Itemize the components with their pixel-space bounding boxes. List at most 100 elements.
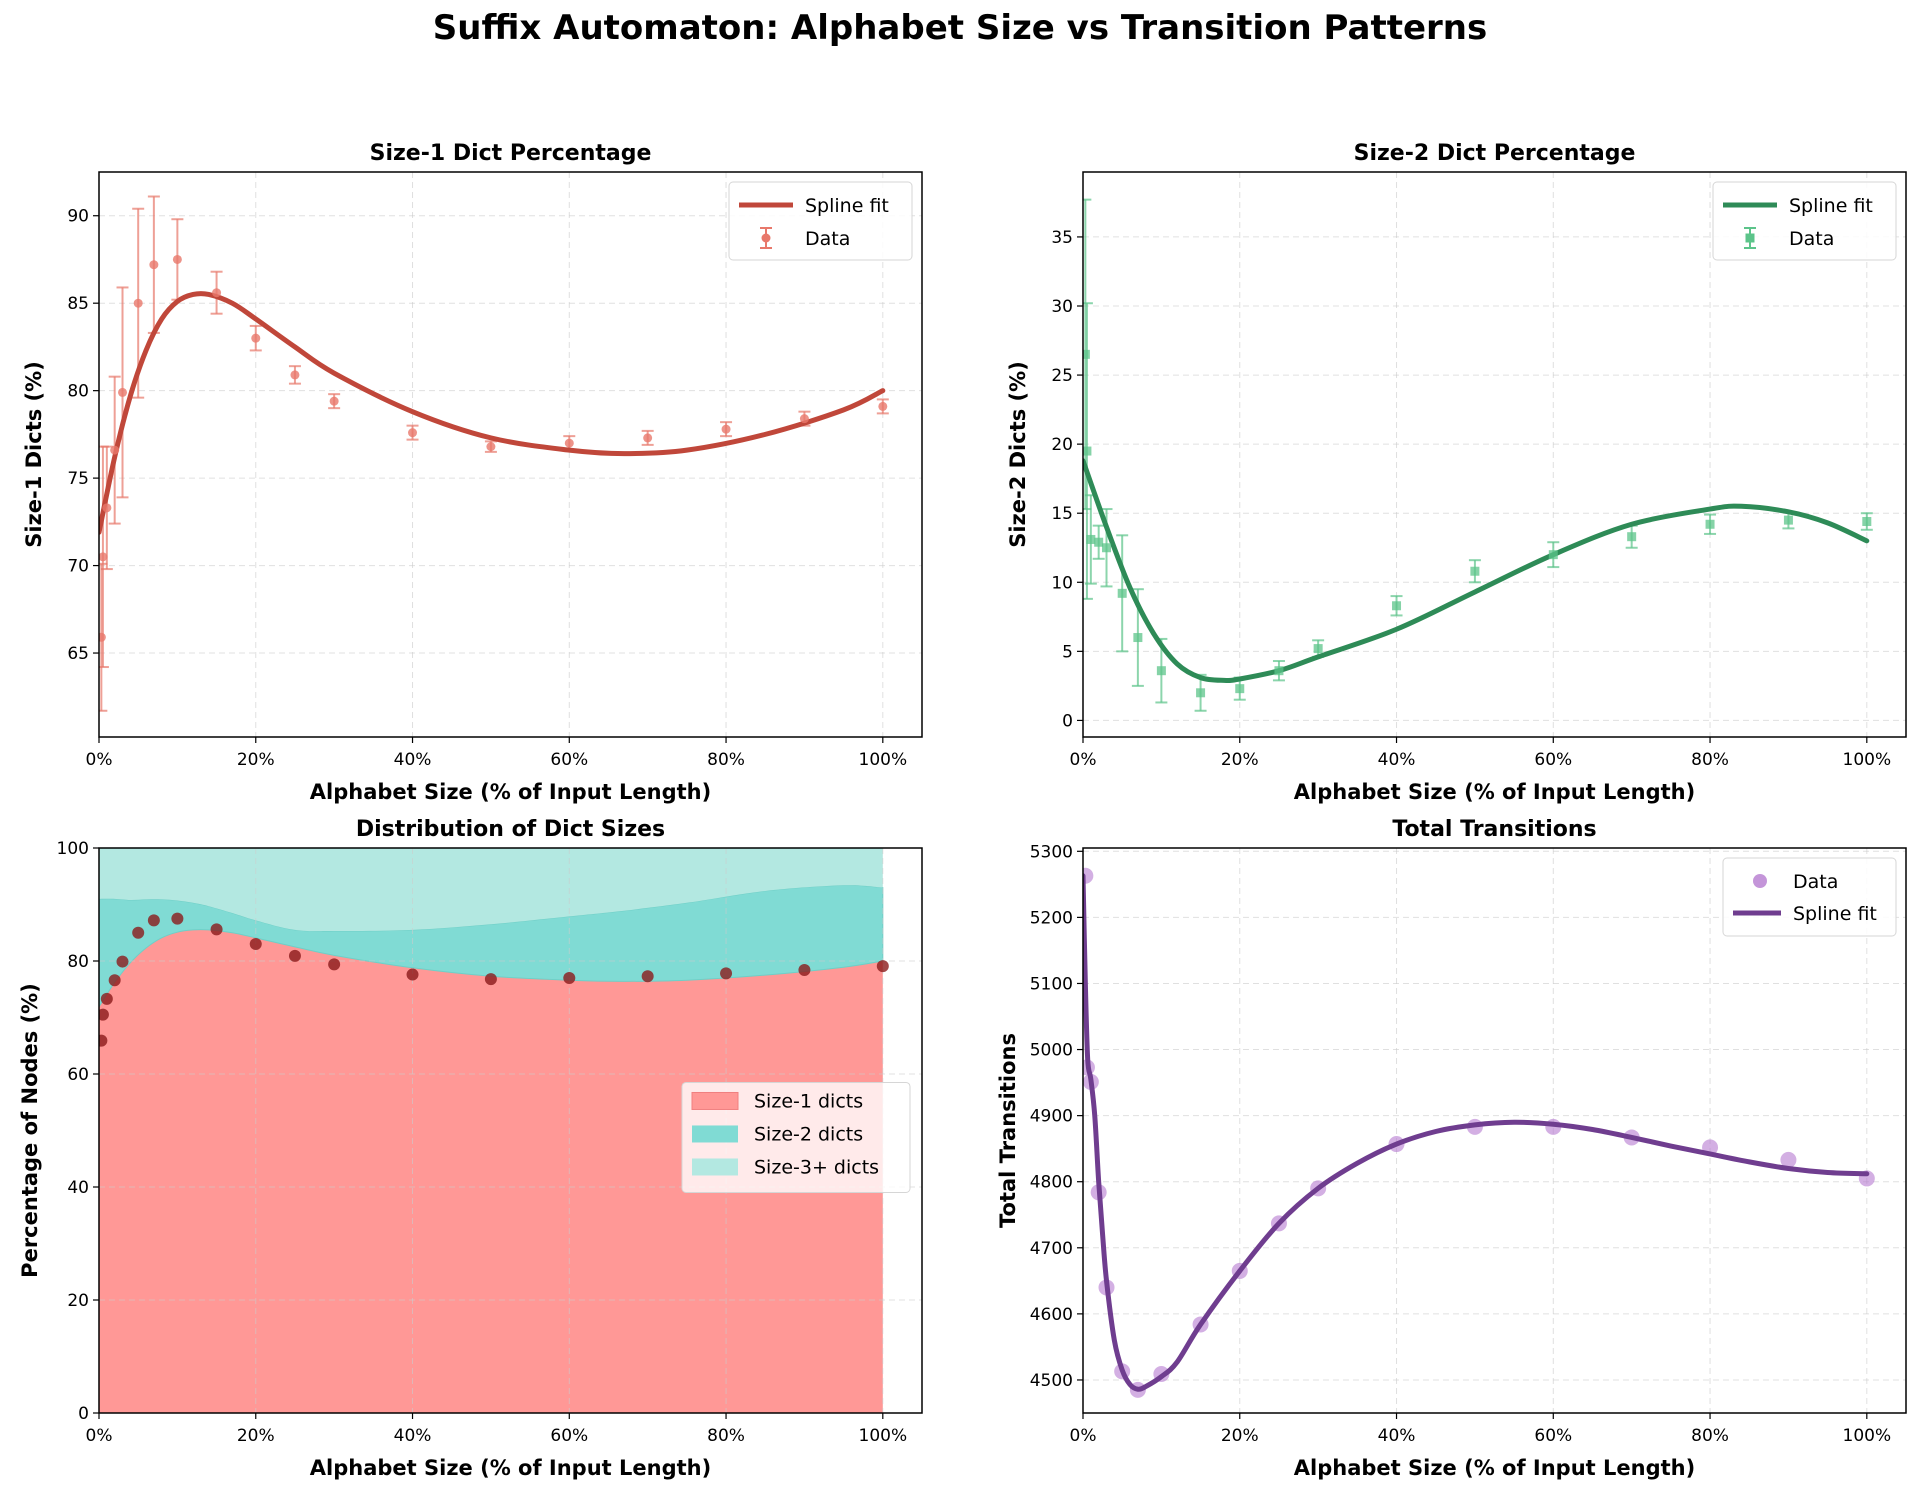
- y-axis-label: Size-2 Dicts (%): [1006, 361, 1030, 548]
- spline-fit-line: [99, 290, 886, 535]
- y-tick-label: 5: [1062, 642, 1073, 662]
- x-tick-label: 80%: [1691, 1426, 1729, 1446]
- data-point: [1086, 534, 1096, 544]
- legend-label: Size-1 dicts: [754, 1090, 863, 1112]
- data-point: [110, 445, 120, 455]
- plot-area: [1083, 172, 1906, 737]
- x-tick-label: 20%: [237, 750, 275, 770]
- data-point: [1780, 1151, 1797, 1168]
- x-axis-label: Alphabet Size (% of Input Length): [310, 1456, 711, 1480]
- x-tick-label: 20%: [1221, 750, 1259, 770]
- data-point: [288, 949, 301, 962]
- x-tick-label: 0%: [1070, 1426, 1097, 1446]
- data-point: [1102, 543, 1112, 553]
- x-tick-label: 40%: [394, 1426, 432, 1446]
- data-point: [563, 971, 576, 984]
- data-point: [720, 967, 733, 980]
- data-point: [149, 260, 159, 270]
- chart-distribution: 0% 20% 40% 60% 80% 100% 0 20 40 60 80 100 Distributi…: [18, 817, 923, 1480]
- area-size-3-dicts: [99, 848, 883, 932]
- x-tick-label: 40%: [1378, 1426, 1416, 1446]
- data-point: [878, 401, 888, 411]
- x-tick-label: 0%: [86, 750, 113, 770]
- x-tick-label: 60%: [1534, 1426, 1572, 1446]
- y-tick-label: 15: [1051, 504, 1073, 524]
- legend-marker: [1745, 233, 1755, 243]
- x-tick-label: 100%: [859, 750, 908, 770]
- data-point: [1392, 601, 1402, 611]
- legend-box: [1712, 181, 1897, 261]
- data-point: [486, 442, 496, 452]
- legend-label: Data: [1789, 228, 1834, 250]
- data-point: [1627, 532, 1637, 542]
- y-tick-label: 75: [67, 469, 89, 489]
- y-tick-label: 4600: [1030, 1305, 1073, 1325]
- data-point: [1862, 516, 1872, 526]
- legend: Data Spline fit: [1722, 857, 1897, 937]
- data-point: [1783, 515, 1793, 525]
- y-tick-label: 40: [67, 1178, 89, 1198]
- x-tick-label: 100%: [859, 1426, 908, 1446]
- data-point: [1094, 537, 1104, 547]
- y-tick-label: 0: [78, 1404, 89, 1424]
- chart-title: Size-1 Dict Percentage: [370, 141, 652, 166]
- data-point: [564, 438, 574, 448]
- data-point: [1156, 666, 1166, 676]
- legend-box: [728, 181, 913, 261]
- y-tick-label: 60: [67, 1065, 89, 1085]
- data-point: [1117, 588, 1127, 598]
- plot-area: [99, 848, 922, 1413]
- legend: Spline fit Data: [1712, 181, 1897, 261]
- data-point: [1274, 666, 1284, 676]
- legend-patch-swatch: [691, 1091, 739, 1110]
- data-point: [641, 970, 654, 983]
- plot-area: [99, 172, 922, 737]
- legend-label: Spline fit: [805, 195, 889, 217]
- y-tick-label: 65: [67, 644, 89, 664]
- legend-label: Size-2 dicts: [754, 1123, 863, 1145]
- spline-fit-line: [1083, 873, 1870, 1392]
- y-axis-label: Total Transitions: [996, 1033, 1020, 1228]
- legend-marker: [1753, 874, 1767, 888]
- data-point: [212, 288, 222, 298]
- data-point: [1083, 349, 1090, 359]
- axes-frame: [1082, 847, 1907, 1414]
- x-tick-label: 100%: [1843, 750, 1892, 770]
- axes-frame: [98, 847, 923, 1414]
- data-point: [99, 632, 106, 642]
- y-tick-label: 4500: [1030, 1371, 1073, 1391]
- y-tick-label: 5000: [1030, 1041, 1073, 1061]
- legend-label: Spline fit: [1793, 903, 1877, 925]
- data-point: [1196, 688, 1206, 698]
- legend-label: Data: [1793, 871, 1838, 893]
- data-point: [102, 503, 112, 513]
- figure-title: Suffix Automaton: Alphabet Size vs Trans…: [432, 8, 1488, 48]
- data-point: [249, 938, 262, 951]
- legend-marker: [761, 233, 771, 243]
- y-tick-label: 85: [67, 294, 89, 314]
- data-point: [108, 974, 121, 987]
- data-point: [484, 973, 497, 986]
- legend-patch-swatch: [692, 1158, 738, 1176]
- chart-title: Distribution of Dict Sizes: [356, 817, 665, 842]
- y-tick-label: 10: [1051, 573, 1073, 593]
- data-point: [133, 298, 143, 308]
- data-point: [132, 926, 145, 939]
- y-tick-label: 5200: [1030, 908, 1073, 928]
- x-tick-label: 60%: [550, 750, 588, 770]
- data-point: [1705, 519, 1715, 529]
- y-tick-label: 100: [57, 839, 89, 859]
- y-tick-label: 25: [1051, 366, 1073, 386]
- y-tick-label: 30: [1051, 297, 1073, 317]
- data-point: [1313, 644, 1323, 654]
- y-tick-label: 20: [67, 1291, 89, 1311]
- x-tick-label: 20%: [1221, 1426, 1259, 1446]
- x-axis-label: Alphabet Size (% of Input Length): [310, 780, 711, 804]
- data-point: [408, 428, 418, 438]
- data-point: [210, 923, 223, 936]
- data-point: [876, 960, 889, 973]
- legend-label: Data: [805, 228, 850, 250]
- data-point: [290, 370, 300, 380]
- x-tick-label: 80%: [707, 1426, 745, 1446]
